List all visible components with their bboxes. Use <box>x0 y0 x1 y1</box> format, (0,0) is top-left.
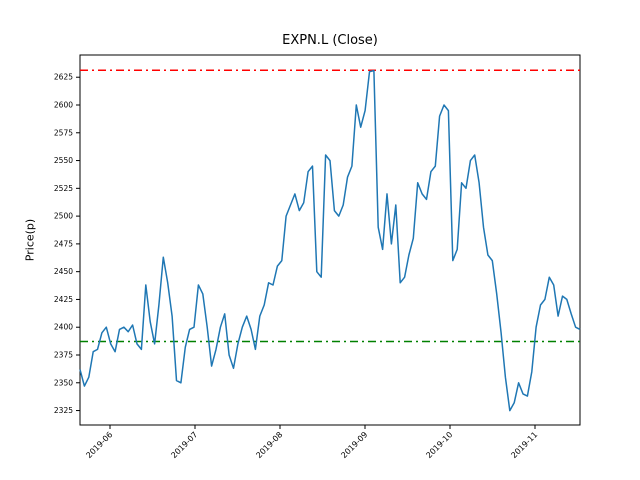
y-tick-label: 2425 <box>54 295 73 304</box>
x-tick-label: 2019-07 <box>169 430 199 460</box>
x-tick-label: 2019-11 <box>509 430 539 460</box>
y-tick-label: 2625 <box>54 73 73 82</box>
price-series-line <box>79 69 581 412</box>
y-tick-label: 2450 <box>54 267 73 276</box>
x-tick-label: 2019-06 <box>84 430 114 460</box>
y-axis-label: Price(p) <box>23 218 37 262</box>
axes-border <box>79 54 581 426</box>
y-tick-label: 2500 <box>54 212 73 221</box>
x-tick-label: 2019-10 <box>424 430 454 460</box>
y-tick-label: 2475 <box>54 239 73 248</box>
x-tick-label: 2019-08 <box>254 430 284 460</box>
chart-title: EXPN.L (Close) <box>282 33 378 48</box>
y-tick-label: 2525 <box>54 184 73 193</box>
y-tick-label: 2325 <box>54 406 73 415</box>
y-tick-label: 2575 <box>54 128 73 137</box>
y-tick-label: 2375 <box>54 351 73 360</box>
x-tick-label: 2019-09 <box>339 430 369 460</box>
y-tick-label: 2600 <box>54 101 73 110</box>
y-tick-label: 2350 <box>54 378 73 387</box>
y-tick-label: 2550 <box>54 156 73 165</box>
y-tick-label: 2400 <box>54 323 73 332</box>
